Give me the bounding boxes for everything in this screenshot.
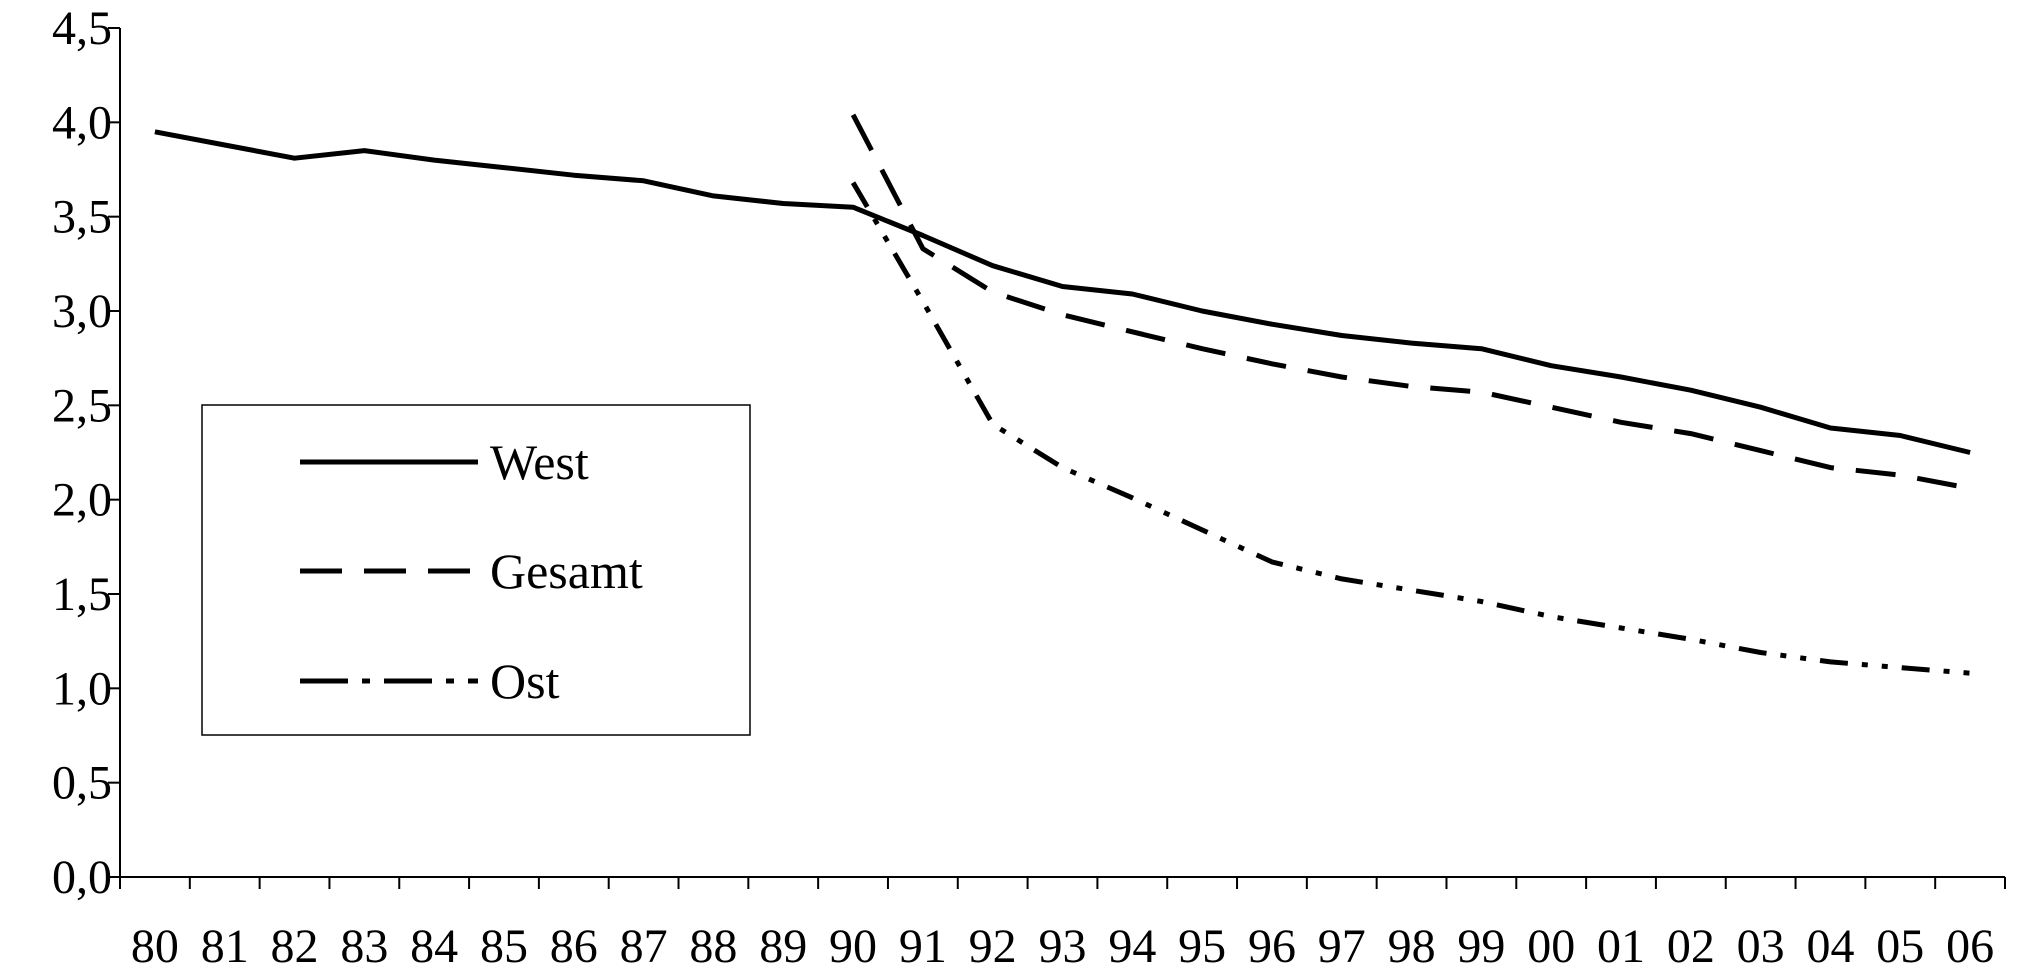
y-tick-label: 1,0 [52, 662, 112, 715]
x-tick-label: 82 [271, 920, 319, 970]
legend-label-ost: Ost [490, 653, 560, 709]
legend: West Gesamt Ost [201, 404, 751, 736]
y-tick-label: 4,0 [52, 96, 112, 149]
x-tick-label: 87 [620, 920, 668, 970]
series-line-ost [850, 181, 1971, 676]
y-tick-label: 3,0 [52, 285, 112, 338]
x-tick-label: 00 [1527, 920, 1575, 970]
x-tick-label: 85 [480, 920, 528, 970]
x-tick-label: 98 [1388, 920, 1436, 970]
x-tick-label: 84 [410, 920, 458, 970]
x-tick-label: 99 [1457, 920, 1505, 970]
x-tick-label: 81 [201, 920, 249, 970]
y-tick-label: 2,0 [52, 474, 112, 527]
x-tick-label: 92 [969, 920, 1017, 970]
x-tick-label: 05 [1876, 920, 1924, 970]
legend-box [201, 404, 751, 736]
x-tick-label: 03 [1737, 920, 1785, 970]
x-tick-label: 04 [1806, 920, 1854, 970]
x-tick-label: 02 [1667, 920, 1715, 970]
x-tick-label: 06 [1946, 920, 1994, 970]
y-tick-label: 3,5 [52, 191, 112, 244]
x-tick-label: 83 [340, 920, 388, 970]
x-tick-label: 94 [1108, 920, 1156, 970]
legend-label-gesamt: Gesamt [490, 543, 643, 599]
x-tick-label: 93 [1039, 920, 1087, 970]
series-line-gesamt [850, 113, 1971, 491]
x-tick-label: 86 [550, 920, 598, 970]
x-tick-label: 88 [689, 920, 737, 970]
x-tick-label: 89 [759, 920, 807, 970]
x-tick-label: 90 [829, 920, 877, 970]
series-lines [154, 113, 1971, 676]
series-line-west [154, 129, 1971, 455]
x-axis: 80 81 82 83 84 85 86 87 88 89 90 91 92 93 94 95 96 97 98 99… [119, 876, 2006, 970]
y-axis: 0,0 0,5 1,0 1,5 2,0 2,5 3,0 3,5 4,0 4,5 [52, 2, 121, 904]
legend-label-west: West [490, 434, 589, 490]
x-tick-label: 95 [1178, 920, 1226, 970]
y-tick-label: 0,5 [52, 757, 112, 810]
x-tick-label: 80 [131, 920, 179, 970]
y-tick-label: 4,5 [52, 2, 112, 55]
y-tick-label: 2,5 [52, 379, 112, 432]
y-tick-label: 1,5 [52, 568, 112, 621]
y-tick-label: 0,0 [52, 851, 112, 904]
x-tick-label: 01 [1597, 920, 1645, 970]
x-tick-label: 91 [899, 920, 947, 970]
x-tick-label: 97 [1318, 920, 1366, 970]
x-tick-label: 96 [1248, 920, 1296, 970]
